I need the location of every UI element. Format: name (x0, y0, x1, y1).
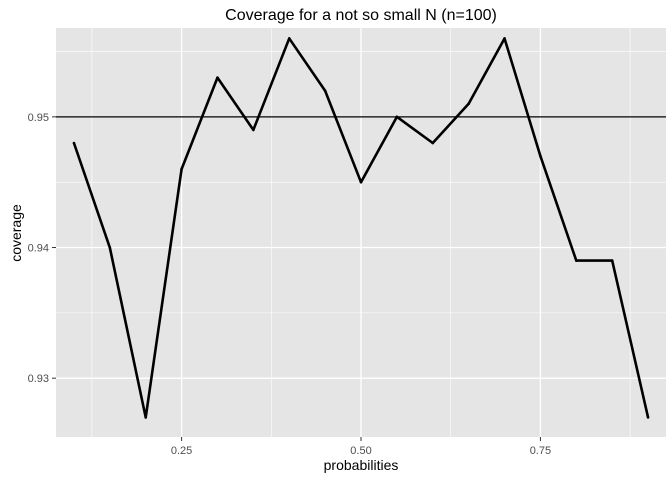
y-tick-label: 0.93 (28, 373, 49, 385)
data-point (180, 167, 183, 171)
y-tick-label: 0.95 (28, 112, 49, 124)
data-point (395, 115, 399, 119)
chart-title: Coverage for a not so small N (n=100) (225, 7, 497, 24)
data-point (467, 102, 470, 106)
y-axis-title: coverage (8, 204, 24, 262)
data-point (431, 141, 435, 145)
x-axis-title: probabilities (324, 457, 399, 473)
x-tick-label: 0.50 (350, 445, 371, 457)
x-tick-label: 0.25 (171, 445, 192, 457)
data-point (503, 37, 506, 40)
data-point (323, 89, 327, 93)
data-point (144, 416, 148, 419)
x-tick-label: 0.75 (530, 445, 551, 457)
data-point (72, 141, 76, 145)
data-point (574, 259, 578, 262)
y-axis-ticks: 0.93 0.94 0.95 (28, 112, 56, 385)
data-point (539, 154, 542, 158)
data-point (287, 37, 291, 40)
data-point (646, 416, 650, 419)
data-point (252, 128, 255, 132)
data-points (72, 37, 650, 419)
x-axis-ticks: 0.25 0.50 0.75 (171, 437, 551, 457)
data-point (359, 180, 363, 184)
data-point (216, 76, 219, 79)
data-point (610, 259, 614, 262)
y-tick-label: 0.94 (28, 243, 49, 255)
data-point (108, 246, 112, 249)
